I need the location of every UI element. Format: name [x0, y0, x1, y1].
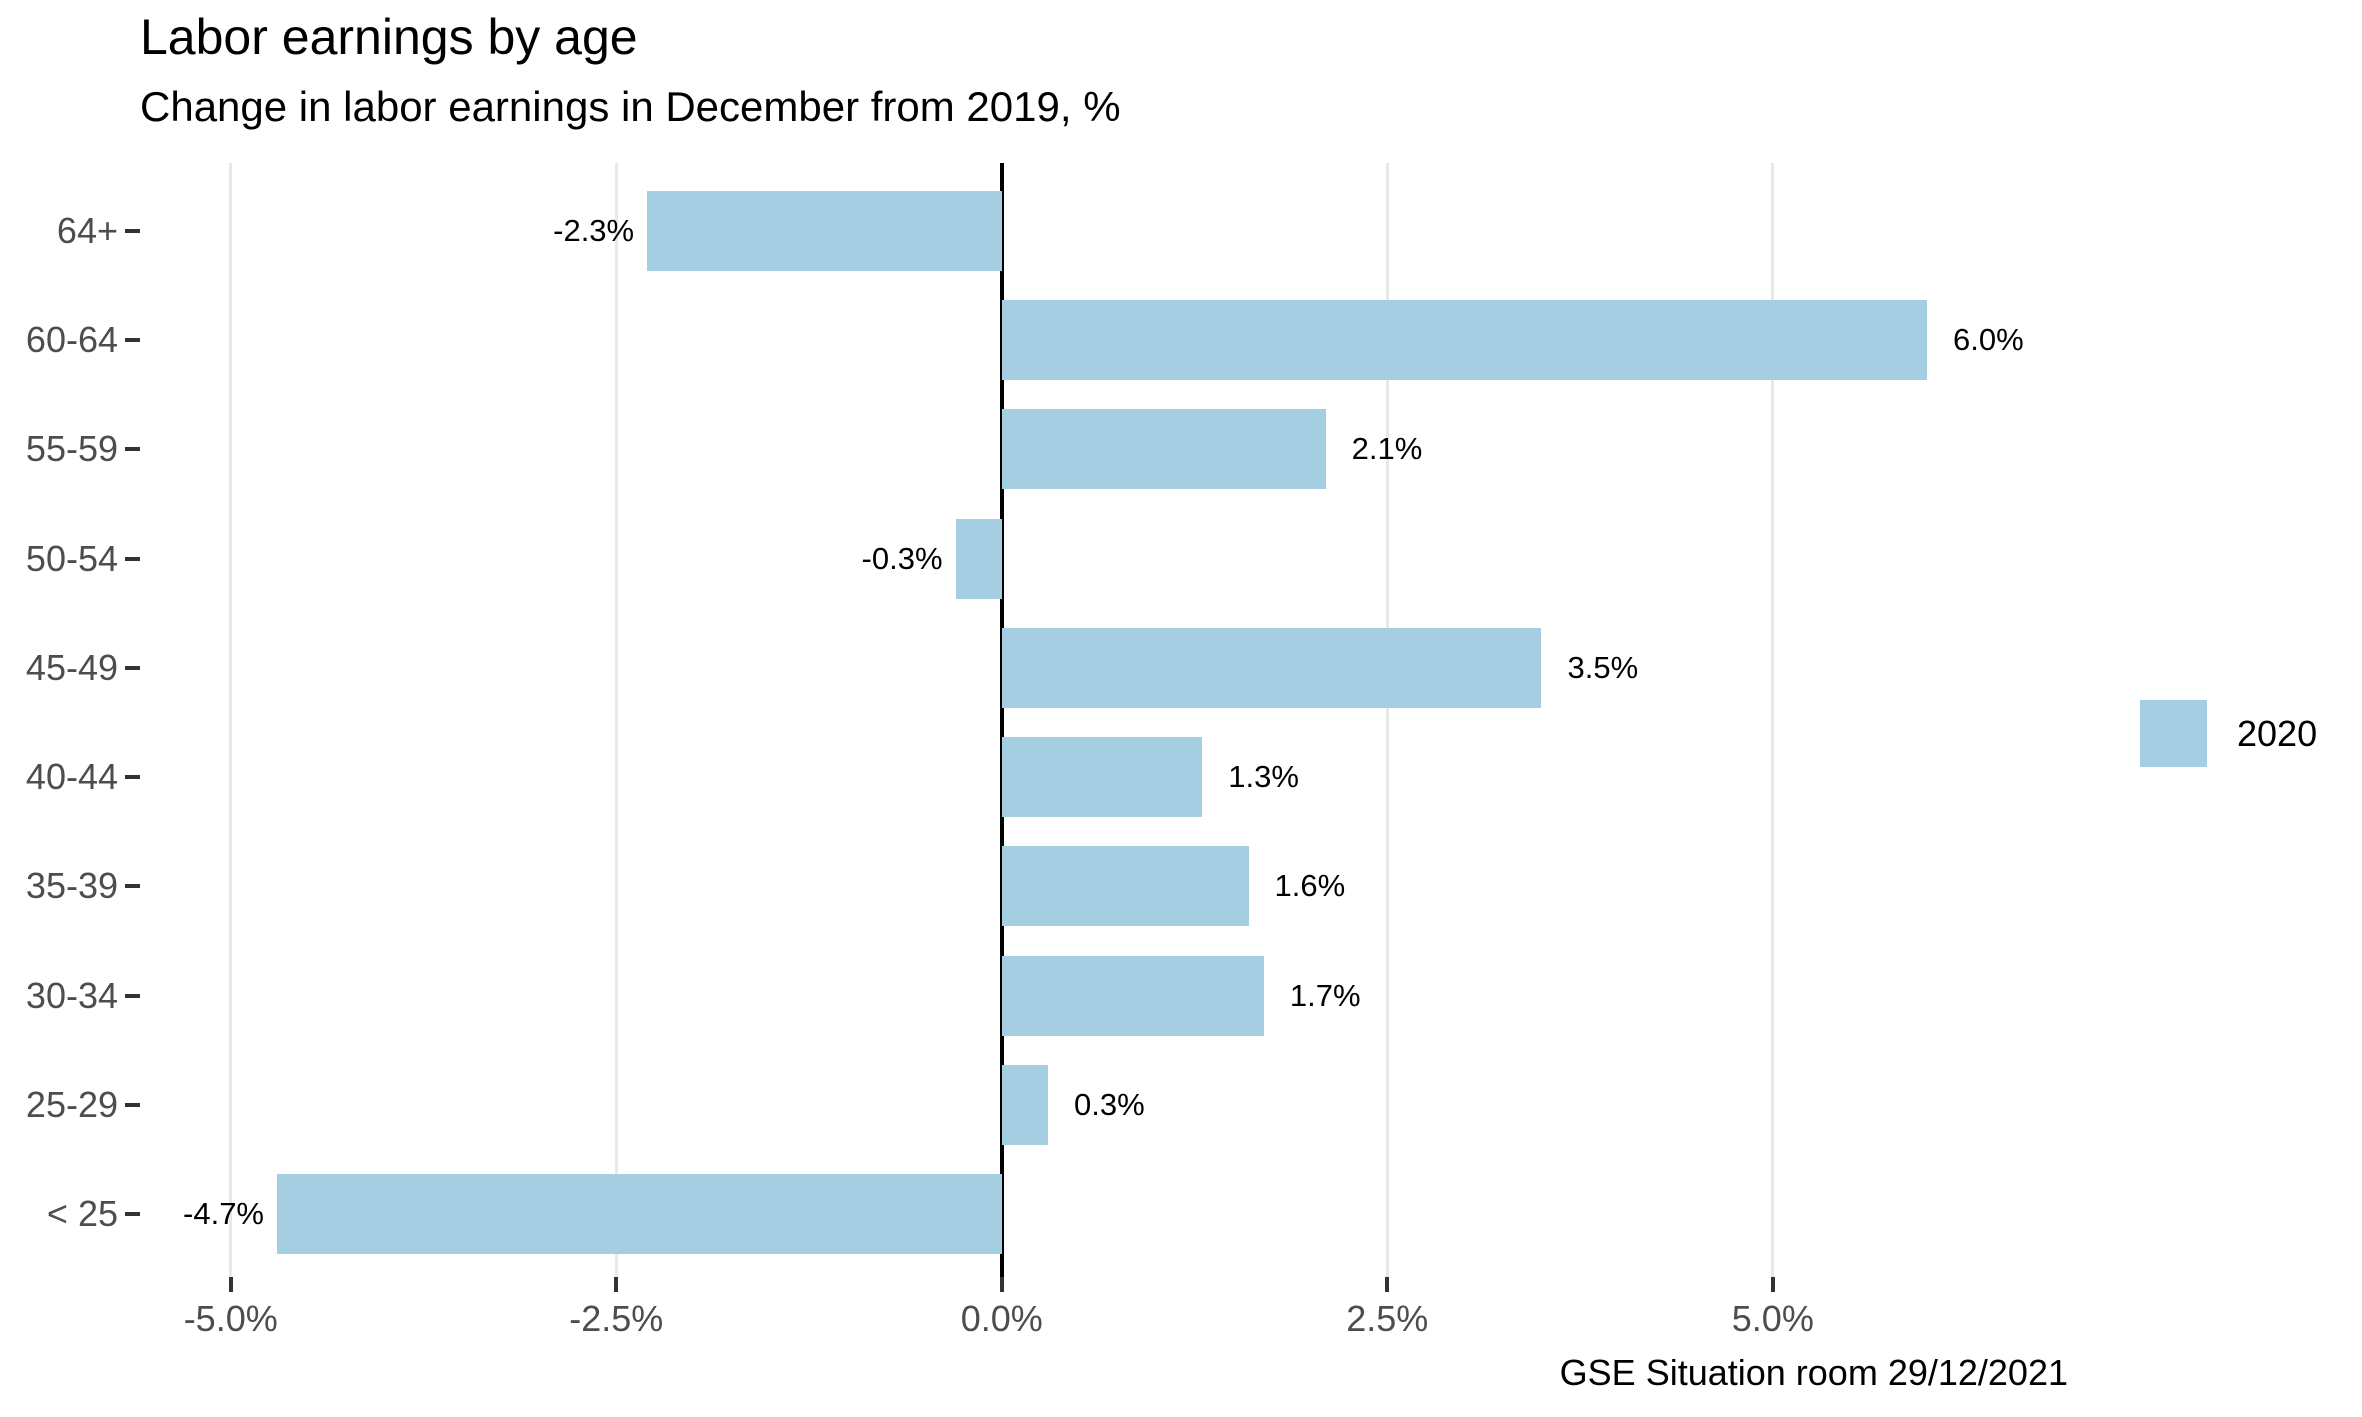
- y-axis-label: 30-34: [25, 974, 118, 1016]
- y-axis-label: 45-49: [25, 646, 118, 688]
- v-gridline: [614, 163, 618, 1277]
- bar-value-label: -2.3%: [553, 213, 635, 248]
- y-axis-label: 55-59: [25, 428, 118, 470]
- y-axis-tick: [125, 665, 140, 670]
- x-axis-tick: [1385, 1277, 1390, 1292]
- y-axis-tick: [125, 1102, 140, 1107]
- x-axis-tick: [999, 1277, 1004, 1292]
- y-axis-tick: [125, 338, 140, 343]
- bar: [1001, 627, 1542, 708]
- legend-swatch: [2140, 700, 2207, 767]
- plot-panel: [149, 163, 2109, 1277]
- x-axis-tick-label: -5.0%: [183, 1298, 278, 1339]
- x-axis-tick-label: -2.5%: [569, 1298, 664, 1339]
- bar-value-label: -0.3%: [861, 540, 943, 576]
- bar-value-label: 1.6%: [1274, 868, 1346, 904]
- bar: [1001, 1064, 1049, 1145]
- y-axis-label: 40-44: [25, 756, 118, 798]
- bar: [647, 191, 1002, 271]
- bar: [1001, 846, 1249, 927]
- y-axis-tick: [125, 447, 140, 452]
- bar: [1001, 300, 1928, 381]
- chart-subtitle: Change in labor earnings in December fro…: [140, 83, 1121, 130]
- y-axis-label: 35-39: [25, 865, 118, 907]
- bar-value-label: 1.3%: [1228, 759, 1299, 795]
- v-gridline: [1385, 163, 1389, 1277]
- v-gridline: [229, 163, 233, 1277]
- y-axis-label: 50-54: [25, 537, 118, 579]
- bar: [955, 518, 1002, 599]
- x-axis-tick: [228, 1277, 233, 1292]
- bar-value-label: 0.3%: [1074, 1086, 1145, 1122]
- y-axis-tick: [125, 556, 140, 561]
- y-axis-tick: [125, 884, 140, 889]
- legend-label: 2020: [2237, 712, 2318, 754]
- y-axis-label: < 25: [46, 1192, 118, 1234]
- x-axis-tick: [1770, 1277, 1775, 1292]
- bar: [1001, 737, 1203, 818]
- zero-axis-line: [999, 163, 1004, 1277]
- y-axis-label: 64+: [56, 210, 118, 251]
- bar-value-label: 6.0%: [1953, 322, 2024, 358]
- bar: [276, 1173, 1002, 1254]
- y-axis-tick: [125, 229, 140, 233]
- x-axis-tick: [614, 1277, 619, 1292]
- bar-value-label: -4.7%: [183, 1195, 264, 1231]
- x-axis-tick-label: 5.0%: [1731, 1298, 1814, 1339]
- y-axis-label: 60-64: [25, 319, 118, 361]
- bar-value-label: 1.7%: [1289, 977, 1361, 1013]
- x-axis-tick-label: 2.5%: [1346, 1298, 1429, 1339]
- y-axis-tick: [125, 1211, 140, 1216]
- chart-title: Labor earnings by age: [140, 9, 638, 65]
- bar: [1001, 955, 1264, 1036]
- bar-value-label: 3.5%: [1567, 649, 1639, 685]
- chart-caption: GSE Situation room 29/12/2021: [1559, 1352, 2068, 1393]
- y-axis-tick: [125, 775, 140, 780]
- y-axis-label: 25-29: [25, 1083, 118, 1125]
- bar: [1001, 409, 1326, 490]
- legend: 2020: [2140, 700, 2317, 767]
- x-axis-tick-label: 0.0%: [960, 1298, 1043, 1339]
- y-axis-tick: [125, 993, 140, 998]
- bar-value-label: 2.1%: [1351, 431, 1423, 467]
- v-gridline: [1771, 163, 1775, 1277]
